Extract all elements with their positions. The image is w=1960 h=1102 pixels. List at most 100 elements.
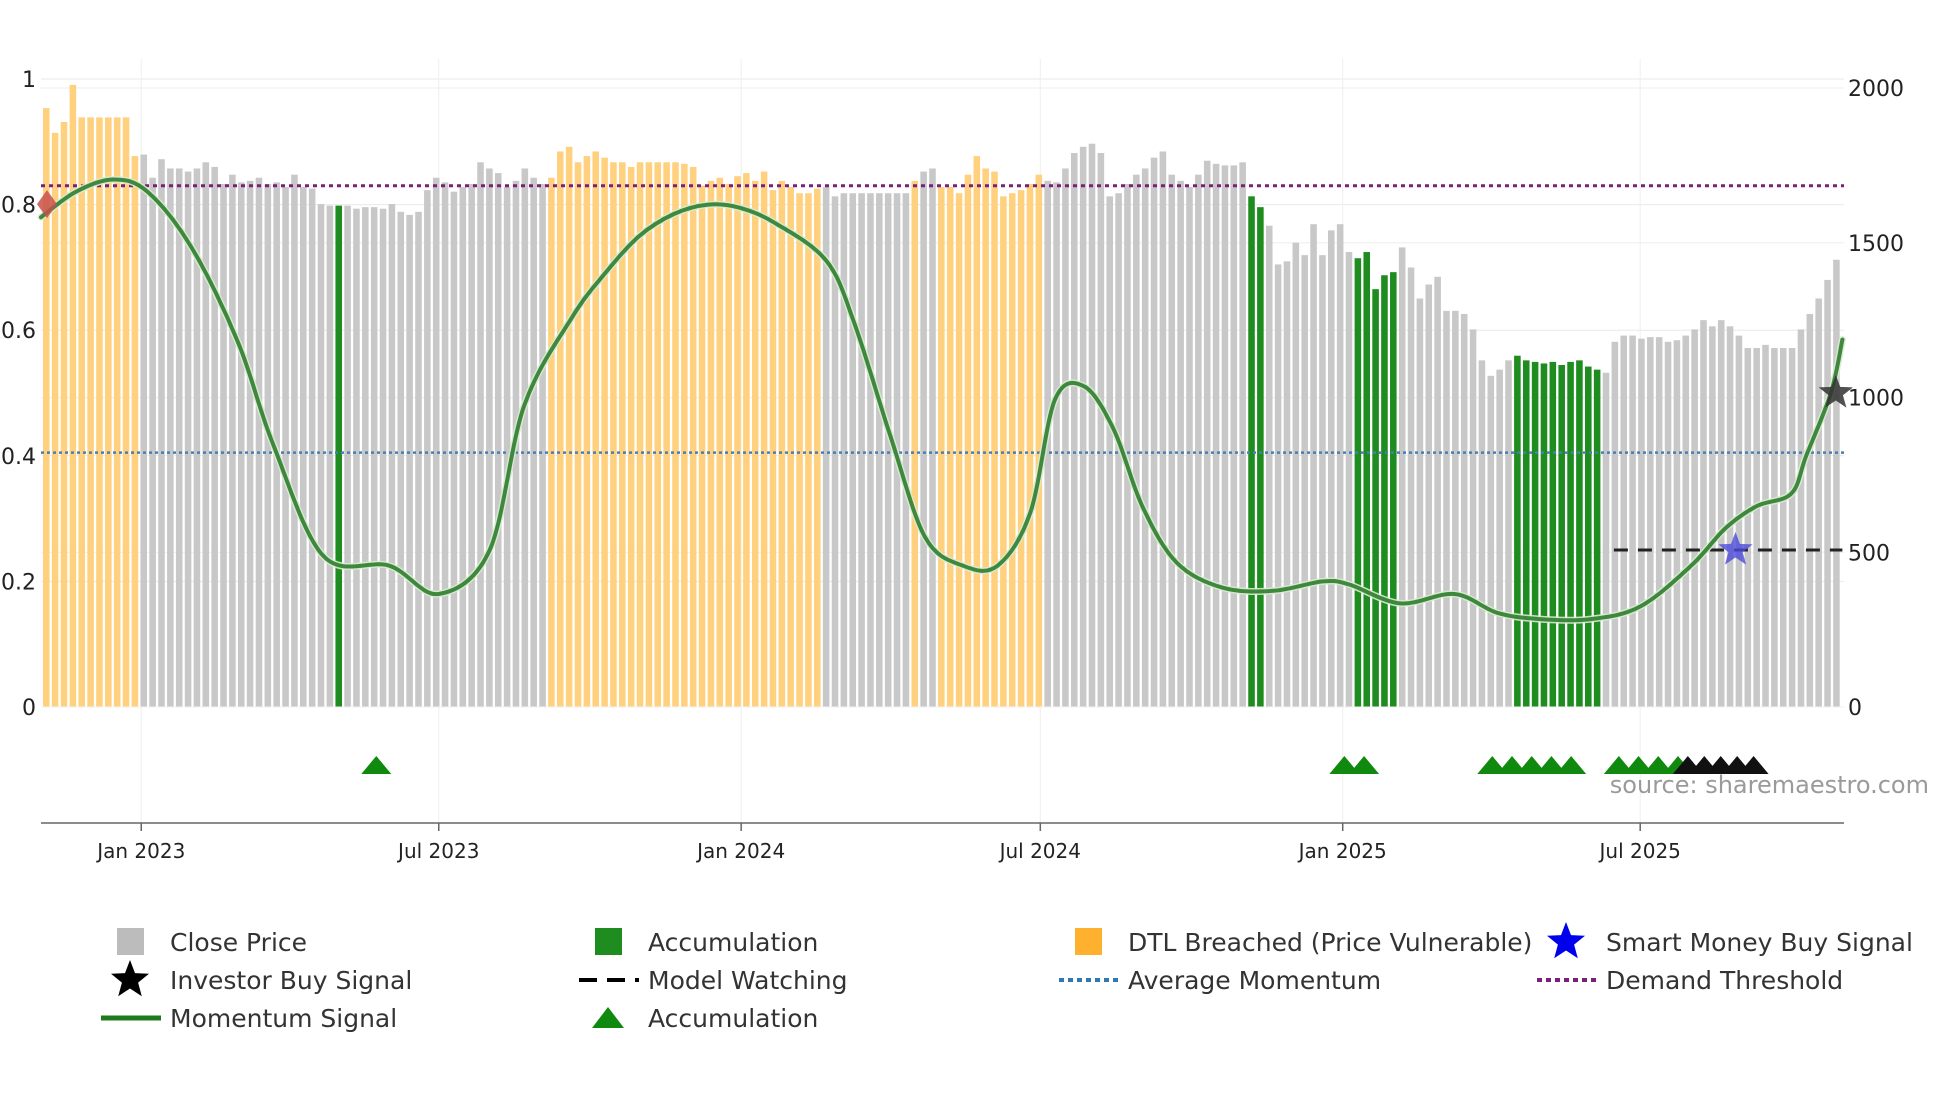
close-price-bar	[1026, 183, 1034, 707]
close-price-bar	[1274, 264, 1282, 707]
legend-label: Smart Money Buy Signal	[1606, 928, 1913, 957]
close-price-bar	[1700, 320, 1707, 708]
close-price-bar	[964, 174, 972, 707]
close-price-bar	[760, 171, 768, 707]
close-price-bar	[1035, 174, 1043, 707]
legend: Close Price Accumulation DTL Breached (Pri…	[101, 922, 1913, 1033]
close-price-bar	[1195, 174, 1202, 707]
close-price-bar	[202, 162, 210, 707]
close-price-bar	[220, 183, 227, 707]
close-price-bar	[973, 156, 981, 708]
close-price-bar	[468, 183, 475, 707]
legend-star-icon	[111, 960, 149, 997]
close-price-bar	[175, 168, 183, 708]
close-price-bar	[1398, 247, 1406, 707]
close-price-bar	[379, 208, 387, 707]
accumulation-triangle	[1536, 756, 1567, 774]
close-price-bar	[645, 162, 653, 707]
close-price-bar	[344, 205, 351, 708]
right-tick-label: 500	[1848, 541, 1890, 566]
close-price-bar	[1177, 180, 1184, 708]
legend-label: Investor Buy Signal	[170, 966, 412, 995]
right-tick-label: 0	[1848, 696, 1862, 721]
close-price-bar	[778, 180, 786, 708]
close-price-bar	[610, 162, 617, 707]
close-price-bar	[884, 193, 892, 708]
close-price-bar	[1505, 360, 1512, 707]
close-price-bar	[1186, 187, 1193, 708]
close-price-bar	[78, 117, 86, 707]
close-price-bar	[317, 204, 325, 707]
close-price-bar	[1585, 366, 1592, 707]
legend-item-dtl: DTL Breached (Price Vulnerable)	[1075, 928, 1532, 957]
close-price-bar	[264, 183, 272, 707]
right-tick-label: 2000	[1848, 77, 1904, 102]
close-price-bar	[167, 168, 174, 708]
close-price-bar	[1806, 313, 1814, 707]
legend-label: Accumulation	[648, 928, 818, 957]
close-price-bar	[1363, 252, 1371, 708]
close-price-bar	[1717, 320, 1725, 708]
legend-swatch	[117, 928, 144, 955]
legend-label: Model Watching	[648, 966, 848, 995]
close-price-bar	[291, 174, 298, 707]
close-price-bars	[43, 84, 1840, 708]
close-price-bar	[193, 168, 201, 708]
close-price-bar	[814, 188, 821, 708]
close-price-bar	[929, 168, 936, 708]
close-price-bar	[335, 205, 343, 708]
accumulation-triangle	[1643, 756, 1674, 774]
close-price-bar	[1088, 143, 1096, 707]
close-price-bar	[370, 207, 378, 707]
close-price-bar	[920, 171, 927, 707]
close-price-bar	[1372, 289, 1379, 707]
close-price-bar	[1567, 361, 1574, 707]
close-price-bar	[946, 187, 954, 708]
close-price-bar	[1611, 341, 1619, 707]
close-price-bar	[415, 211, 422, 708]
close-price-bar	[822, 187, 830, 708]
legend-item-close: Close Price	[117, 928, 307, 957]
close-price-bar	[459, 187, 467, 708]
close-price-bar	[450, 191, 458, 707]
close-price-bar	[229, 174, 236, 707]
close-price-bar	[1053, 182, 1060, 707]
close-price-bar	[725, 183, 732, 707]
close-price-bar	[636, 162, 644, 707]
close-price-bar	[1629, 335, 1636, 707]
close-price-bar	[69, 84, 77, 707]
right-tick-label: 1000	[1848, 387, 1904, 412]
close-price-bar	[592, 151, 600, 707]
close-price-bar	[1203, 160, 1211, 708]
close-price-bar	[1691, 329, 1698, 707]
smart-money-buy-star	[1718, 532, 1753, 565]
close-price-bar	[1168, 174, 1176, 707]
close-price-bar	[601, 157, 608, 707]
close-price-bar	[1487, 375, 1495, 707]
close-price-bar	[707, 180, 715, 708]
signal-markers	[37, 190, 1853, 565]
close-price-bar	[1212, 163, 1220, 707]
close-price-bar	[388, 204, 396, 707]
close-price-bar	[362, 207, 369, 707]
legend-label: Close Price	[170, 928, 307, 957]
close-price-bar	[840, 193, 848, 708]
close-price-bar	[1416, 298, 1424, 707]
accumulation-triangle	[1329, 756, 1360, 774]
close-price-bar	[1381, 275, 1388, 707]
close-price-bar	[1593, 369, 1601, 707]
close-price-bar	[982, 168, 989, 708]
close-price-bar	[654, 162, 662, 707]
close-price-bar	[87, 117, 94, 707]
close-price-bar	[1079, 146, 1087, 708]
close-price-bar	[1753, 347, 1760, 707]
close-price-bar	[184, 171, 192, 707]
close-price-bar	[494, 173, 502, 708]
close-price-bar	[1514, 355, 1521, 707]
close-price-bar	[113, 117, 121, 707]
legend-item-accum_tri: Accumulation	[592, 1004, 818, 1033]
close-price-bar	[1230, 165, 1238, 708]
close-price-bar	[1726, 326, 1734, 707]
left-tick-label: 0.8	[1, 194, 36, 219]
